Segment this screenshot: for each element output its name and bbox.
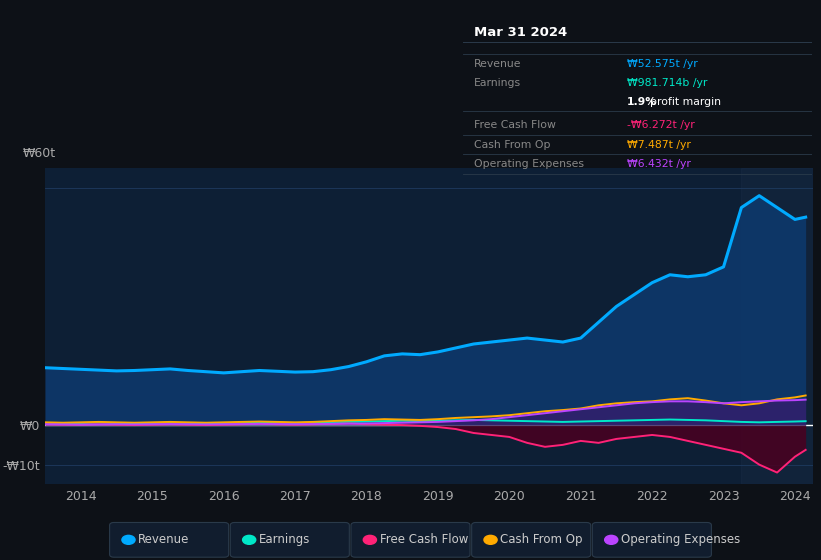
Text: Revenue: Revenue — [474, 59, 521, 68]
Text: ₩60t: ₩60t — [23, 147, 56, 160]
Text: Cash From Op: Cash From Op — [501, 533, 583, 547]
Text: Cash From Op: Cash From Op — [474, 139, 550, 150]
Text: ₩7.487t /yr: ₩7.487t /yr — [627, 139, 691, 150]
Text: Earnings: Earnings — [259, 533, 310, 547]
Text: Operating Expenses: Operating Expenses — [474, 160, 584, 169]
Text: Mar 31 2024: Mar 31 2024 — [474, 26, 566, 39]
Text: 1.9%: 1.9% — [627, 96, 658, 106]
Bar — [741, 168, 813, 484]
Text: profit margin: profit margin — [649, 96, 721, 106]
Text: Revenue: Revenue — [138, 533, 190, 547]
Text: -₩6.272t /yr: -₩6.272t /yr — [627, 120, 695, 130]
Text: ₩6.432t /yr: ₩6.432t /yr — [627, 160, 691, 169]
Text: Free Cash Flow: Free Cash Flow — [474, 120, 555, 130]
Text: Free Cash Flow: Free Cash Flow — [380, 533, 468, 547]
Text: Earnings: Earnings — [474, 78, 521, 88]
Text: ₩52.575t /yr: ₩52.575t /yr — [627, 59, 698, 68]
Text: ₩981.714b /yr: ₩981.714b /yr — [627, 78, 708, 88]
Text: Operating Expenses: Operating Expenses — [621, 533, 741, 547]
